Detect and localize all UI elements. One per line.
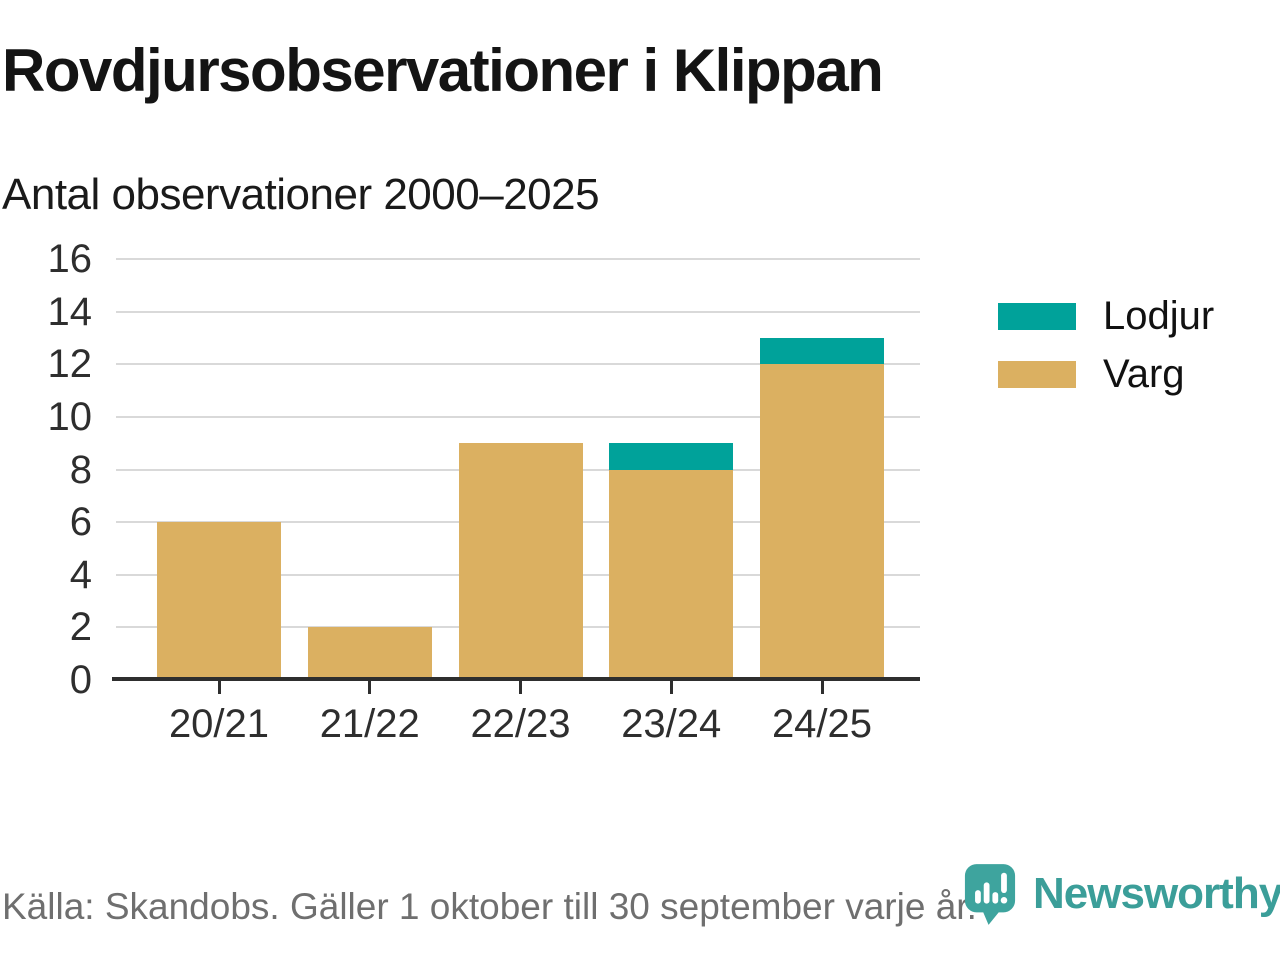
x-axis-tick-label: 23/24 [621, 702, 722, 746]
y-axis-tick-label: 16 [47, 237, 93, 281]
bar-segment-varg [157, 522, 281, 680]
chart-subtitle: Antal observationer 2000–2025 [2, 170, 600, 219]
x-axis-tick [669, 681, 673, 694]
bar-segment-varg [458, 443, 583, 680]
grid-line [116, 258, 920, 260]
chart-legend: Lodjur Varg [998, 293, 1215, 412]
bar-segment-lodjur [760, 337, 884, 365]
legend-swatch-varg [998, 360, 1076, 388]
legend-swatch-lodjur [998, 302, 1076, 330]
x-axis-tick [368, 681, 372, 694]
legend-item-varg: Varg [998, 351, 1214, 396]
x-axis-tick [519, 681, 522, 694]
y-axis-tick-label: 8 [69, 447, 92, 492]
newsworthy-logo-text: Newsworthy [1033, 869, 1280, 918]
grid-line [116, 310, 920, 313]
y-axis-tick-label: 2 [69, 605, 92, 650]
grid-line [116, 415, 920, 418]
source-note: Källa: Skandobs. Gäller 1 oktober till 3… [2, 886, 977, 927]
x-axis-tick-label: 24/25 [771, 702, 873, 746]
newsworthy-logo: Newsworthy [963, 862, 1280, 926]
x-axis-tick [820, 681, 824, 694]
y-axis-tick-label: 6 [69, 500, 92, 545]
x-axis-tick-label: 21/22 [319, 702, 420, 746]
y-axis-tick-label: 4 [69, 552, 92, 597]
x-axis-tick [217, 681, 221, 694]
x-axis-tick-label: 20/21 [168, 702, 270, 746]
legend-item-lodjur: Lodjur [998, 293, 1215, 338]
y-axis-tick-label: 0 [69, 658, 92, 702]
chart-title: Rovdjursobservationer i Klippan [2, 37, 884, 104]
bar-segment-varg [307, 627, 432, 680]
y-axis-tick-label: 10 [47, 394, 93, 439]
x-axis-line [112, 677, 920, 681]
y-axis-tick-label: 12 [47, 342, 93, 387]
legend-label: Varg [1103, 351, 1185, 396]
bar-segment-varg [609, 469, 734, 680]
legend-label: Lodjur [1103, 293, 1215, 338]
bar-segment-varg [760, 364, 884, 680]
bar-segment-lodjur [609, 443, 734, 470]
x-axis-tick-label: 22/23 [470, 702, 571, 746]
grid-line [116, 363, 920, 366]
y-axis-tick-label: 14 [47, 289, 93, 334]
newsworthy-speech-bubble-chart-icon [964, 864, 1016, 925]
